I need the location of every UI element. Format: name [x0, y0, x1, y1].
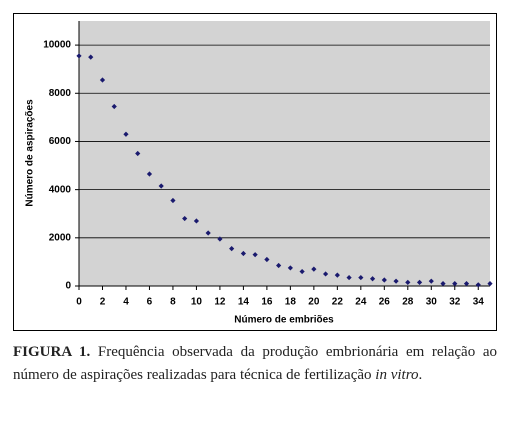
point [240, 250, 246, 257]
x-tick-label: 12 [214, 297, 226, 308]
point [146, 171, 153, 177]
x-tick-label: 16 [261, 297, 273, 308]
point [487, 280, 493, 287]
x-tick-label: 10 [191, 297, 203, 308]
point [334, 272, 340, 278]
y-axis-title: Número de aspirações [25, 99, 36, 207]
caption-text: Frequência observada da produção embrion… [13, 344, 497, 383]
y-tick-label: 0 [65, 281, 71, 292]
point [158, 183, 164, 189]
point [428, 278, 434, 284]
y-tick-label: 6000 [49, 136, 72, 147]
point [440, 280, 446, 287]
caption-italic: in vitro [375, 367, 419, 383]
point [323, 271, 329, 277]
point [452, 280, 458, 287]
point [193, 218, 200, 224]
point [416, 279, 423, 285]
x-tick-label: 24 [355, 297, 367, 308]
point [393, 278, 399, 284]
point [76, 53, 82, 59]
point [170, 197, 176, 204]
x-tick-label: 14 [238, 297, 250, 308]
caption: FIGURA 1. Frequência observada da produç… [13, 341, 497, 387]
point [264, 256, 270, 263]
y-tick-label: 4000 [49, 184, 72, 195]
plot-area [79, 21, 490, 286]
point [123, 131, 129, 137]
x-tick-label: 28 [402, 297, 414, 308]
x-tick-label: 34 [473, 297, 485, 308]
point [311, 266, 317, 272]
point [99, 77, 106, 83]
chart: Número de aspirações Número de embriões … [13, 13, 497, 331]
x-tick-label: 2 [100, 297, 106, 308]
point [182, 215, 188, 222]
point [88, 54, 94, 60]
point [252, 252, 258, 258]
point [135, 150, 141, 157]
point [229, 246, 235, 252]
point [111, 103, 117, 110]
caption-label: FIGURA 1. [13, 344, 91, 360]
x-tick-label: 4 [123, 297, 129, 308]
point [346, 274, 352, 281]
point [475, 282, 481, 288]
y-tick-label: 2000 [49, 232, 72, 243]
point [299, 268, 305, 275]
point [287, 265, 293, 271]
point [358, 274, 364, 281]
x-tick-label: 30 [426, 297, 438, 308]
point [463, 280, 470, 287]
x-tick-label: 20 [308, 297, 320, 308]
caption-end: . [418, 367, 423, 383]
point [276, 262, 282, 269]
x-tick-label: 8 [170, 297, 176, 308]
point [369, 276, 376, 282]
x-tick-label: 6 [147, 297, 153, 308]
y-tick-label: 8000 [49, 88, 72, 99]
x-tick-label: 22 [332, 297, 344, 308]
x-tick-label: 32 [449, 297, 461, 308]
point [217, 236, 223, 242]
x-axis-title: Número de embriões [234, 315, 334, 326]
y-tick-label: 10000 [43, 40, 71, 51]
point [381, 277, 387, 283]
point [405, 279, 411, 285]
x-tick-label: 0 [76, 297, 82, 308]
x-tick-label: 18 [285, 297, 297, 308]
point [205, 230, 211, 236]
x-tick-label: 26 [379, 297, 391, 308]
